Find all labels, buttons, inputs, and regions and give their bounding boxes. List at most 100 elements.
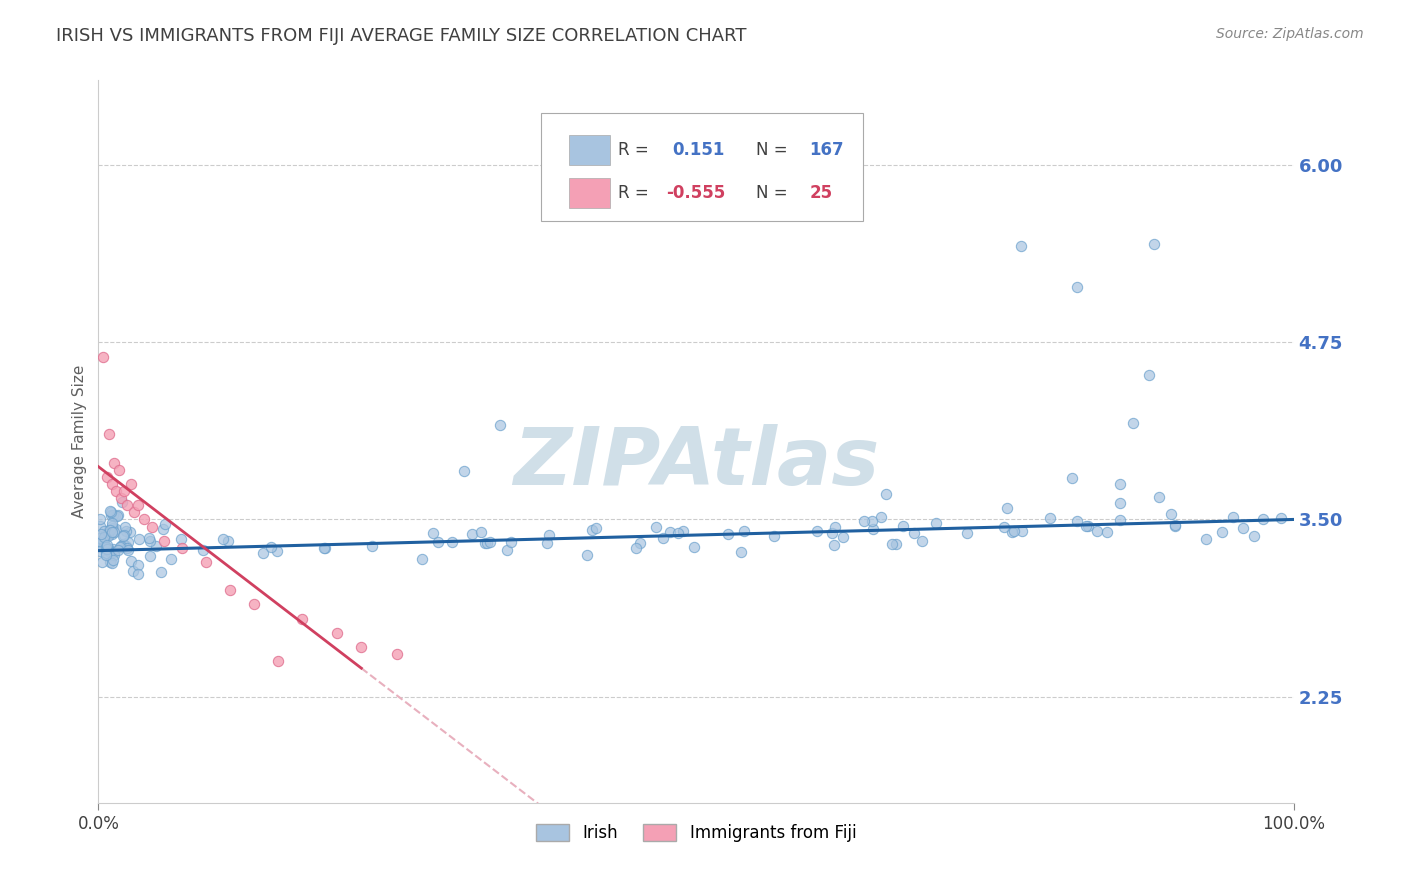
Point — [124, 505, 146, 519]
Point — [360, 539, 382, 553]
Point — [89, 535, 111, 549]
Point — [117, 542, 139, 557]
Point — [903, 525, 925, 540]
Point — [104, 522, 127, 536]
Point — [1039, 511, 1062, 525]
Point — [93, 540, 115, 554]
Point — [1232, 521, 1254, 535]
Point — [89, 544, 111, 558]
Point — [1222, 509, 1244, 524]
Point — [626, 541, 648, 555]
Text: 0.151: 0.151 — [672, 141, 724, 159]
Point — [112, 527, 135, 541]
Point — [141, 519, 163, 533]
Point — [101, 557, 124, 571]
Point — [103, 545, 125, 559]
Point — [470, 525, 492, 540]
Point — [219, 583, 242, 598]
Text: -0.555: -0.555 — [666, 185, 725, 202]
Point — [118, 525, 141, 540]
Point — [89, 518, 111, 533]
Point — [824, 520, 846, 534]
Point — [93, 530, 115, 544]
Point — [107, 508, 129, 522]
Point — [110, 491, 132, 506]
Point — [97, 527, 120, 541]
Point — [1011, 524, 1033, 538]
Point — [96, 542, 118, 557]
Point — [114, 524, 136, 538]
Point — [104, 509, 127, 524]
Point — [100, 504, 122, 518]
Point — [100, 504, 122, 518]
Point — [489, 417, 512, 432]
Point — [138, 531, 160, 545]
Point — [101, 525, 124, 540]
Point — [115, 539, 138, 553]
Point — [411, 552, 433, 566]
Point — [475, 535, 498, 549]
Point — [666, 526, 689, 541]
Point — [291, 612, 314, 626]
Point — [910, 533, 932, 548]
Point — [94, 528, 117, 542]
Point — [101, 541, 124, 556]
Point — [350, 640, 373, 654]
Point — [536, 536, 558, 550]
Text: Source: ZipAtlas.com: Source: ZipAtlas.com — [1216, 27, 1364, 41]
Point — [453, 464, 475, 478]
Point — [96, 540, 118, 554]
Point — [91, 533, 114, 548]
Point — [103, 525, 125, 540]
Point — [1147, 490, 1170, 504]
Point — [89, 537, 111, 551]
Point — [94, 548, 117, 562]
Point — [107, 542, 129, 557]
Point — [461, 526, 484, 541]
Point — [153, 533, 176, 548]
Point — [1195, 532, 1218, 546]
Point — [90, 555, 112, 569]
Point — [98, 427, 121, 442]
Text: N =: N = — [756, 185, 793, 202]
Point — [426, 535, 449, 549]
Point — [884, 537, 907, 551]
Point — [823, 538, 845, 552]
Point — [1066, 280, 1088, 294]
Point — [139, 533, 162, 548]
Point — [132, 512, 155, 526]
Point — [100, 508, 122, 523]
Point — [672, 524, 695, 538]
Point — [1060, 471, 1083, 485]
Point — [101, 553, 124, 567]
Point — [152, 522, 174, 536]
Point — [105, 509, 128, 524]
Point — [100, 516, 122, 530]
Point — [114, 520, 136, 534]
Point — [97, 528, 120, 542]
Point — [314, 541, 336, 555]
Point — [117, 541, 139, 555]
Point — [1137, 368, 1160, 382]
Point — [585, 521, 607, 535]
Text: R =: R = — [619, 141, 654, 159]
Text: R =: R = — [619, 185, 654, 202]
Point — [1109, 476, 1132, 491]
Point — [496, 542, 519, 557]
Point — [145, 539, 167, 553]
Point — [112, 484, 135, 499]
Point — [1164, 517, 1187, 532]
Text: 25: 25 — [810, 185, 832, 202]
Point — [111, 495, 134, 509]
Point — [90, 527, 112, 541]
Point — [103, 548, 125, 562]
Point — [96, 470, 118, 484]
Point — [100, 543, 122, 558]
Point — [581, 523, 603, 537]
Point — [925, 516, 948, 530]
Point — [260, 541, 283, 555]
Point — [94, 531, 117, 545]
Point — [195, 555, 218, 569]
Point — [93, 524, 115, 539]
Point — [1109, 496, 1132, 510]
